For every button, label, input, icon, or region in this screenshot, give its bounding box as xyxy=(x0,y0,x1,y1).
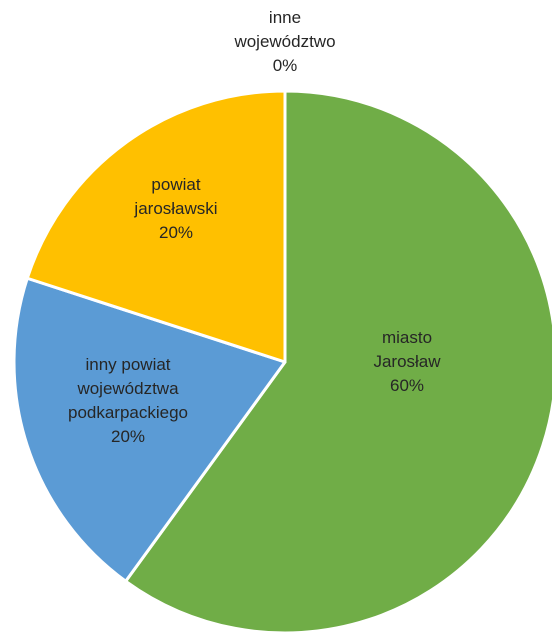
pie-slice-category-line: powiat xyxy=(151,175,200,194)
pie-slice-category-line: jarosławski xyxy=(133,199,217,218)
pie-slice-category-line: miasto xyxy=(382,328,432,347)
pie-slice-category-line: województwo xyxy=(233,32,335,51)
pie-slice-label-3: inne województwo 0% xyxy=(233,8,335,75)
pie-slice-1 xyxy=(12,276,287,583)
pie-slice-category-line: inne xyxy=(269,8,301,27)
pie-slice-percent: 20% xyxy=(111,427,145,446)
pie-slice-label-2: powiat jarosławski 20% xyxy=(133,175,217,242)
pie-slice-category-line: podkarpackiego xyxy=(68,403,188,422)
pie-slice-label-1: inny powiat województwa podkarpackiego 20% xyxy=(68,355,188,446)
pie-slice-category-line: Jarosław xyxy=(373,352,441,371)
pie-slice-percent: 0% xyxy=(273,56,298,75)
pie-slice-2 xyxy=(25,89,287,364)
pie-labels: miasto Jarosław 60% inny powiat województwa p… xyxy=(68,8,441,446)
pie-slice-percent: 60% xyxy=(390,376,424,395)
pie-slices xyxy=(12,89,552,635)
pie-slice-0 xyxy=(124,89,552,635)
pie-slice-label-0: miasto Jarosław 60% xyxy=(373,328,441,395)
pie-slice-category-line: województwa xyxy=(76,379,179,398)
pie-slice-category-line: inny powiat xyxy=(85,355,170,374)
pie-slice-percent: 20% xyxy=(159,223,193,242)
